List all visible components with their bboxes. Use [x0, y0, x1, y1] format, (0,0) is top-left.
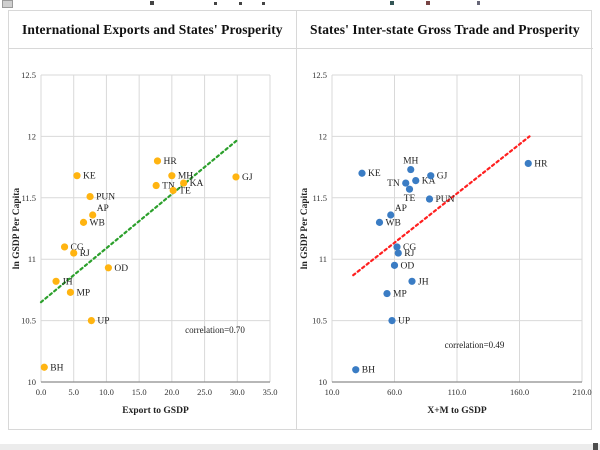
svg-text:BH: BH [50, 363, 63, 373]
svg-text:10: 10 [319, 377, 328, 387]
left-chart-title: International Exports and States' Prospe… [9, 11, 296, 49]
svg-text:CG: CG [71, 243, 84, 253]
svg-text:110.0: 110.0 [448, 387, 467, 397]
svg-text:JH: JH [62, 277, 73, 287]
svg-text:10.5: 10.5 [312, 316, 327, 326]
svg-text:PUN: PUN [436, 195, 455, 205]
svg-text:12.5: 12.5 [21, 70, 36, 80]
svg-text:MP: MP [393, 290, 407, 300]
svg-text:60.0: 60.0 [387, 387, 402, 397]
svg-text:35.0: 35.0 [263, 387, 278, 397]
bottom-edge-mark [593, 443, 598, 450]
svg-text:ln GSDP Per Capita: ln GSDP Per Capita [12, 188, 22, 270]
svg-text:5.0: 5.0 [68, 387, 79, 397]
svg-text:TE: TE [179, 186, 191, 196]
svg-text:JH: JH [418, 277, 429, 287]
svg-text:KE: KE [368, 169, 381, 179]
svg-text:BH: BH [362, 366, 375, 376]
svg-text:RJ: RJ [404, 249, 414, 259]
svg-text:correlation=0.49: correlation=0.49 [445, 340, 505, 350]
bottom-strip [0, 444, 600, 450]
svg-text:RJ: RJ [80, 249, 90, 259]
svg-text:MP: MP [76, 288, 90, 298]
left-chart-panel: International Exports and States' Prospe… [9, 11, 296, 429]
svg-text:WB: WB [90, 218, 105, 228]
svg-text:11.5: 11.5 [21, 193, 36, 203]
svg-text:GJ: GJ [242, 173, 253, 183]
figure-table: International Exports and States' Prospe… [8, 10, 593, 430]
right-chart-title: States' Inter-state Gross Trade and Pros… [297, 11, 593, 49]
svg-text:OD: OD [114, 264, 128, 274]
svg-text:ln GSDP Per Capita: ln GSDP Per Capita [300, 188, 310, 270]
svg-text:TN: TN [387, 179, 400, 189]
svg-text:HR: HR [163, 157, 177, 167]
svg-text:10.5: 10.5 [21, 316, 36, 326]
svg-text:WB: WB [386, 218, 401, 228]
svg-text:AP: AP [395, 204, 407, 214]
svg-text:10.0: 10.0 [325, 387, 340, 397]
svg-text:MH: MH [178, 172, 193, 182]
svg-text:MH: MH [403, 157, 418, 167]
svg-text:KE: KE [83, 172, 96, 182]
svg-text:210.0: 210.0 [572, 387, 591, 397]
svg-text:correlation=0.70: correlation=0.70 [185, 325, 245, 335]
svg-text:12: 12 [28, 131, 37, 141]
svg-text:12: 12 [319, 131, 328, 141]
export-prosperity-scatter-chart: 0.0 5.0 10.0 15.0 20.0 25.0 30.0 35.0 10 10.5 11 11… [12, 70, 278, 416]
svg-text:KA: KA [190, 179, 204, 189]
svg-text:0.0: 0.0 [36, 387, 47, 397]
svg-text:15.0: 15.0 [132, 387, 147, 397]
left-chart-area: 0.0 5.0 10.0 15.0 20.0 25.0 30.0 35.0 10 10.5 11 11… [9, 49, 296, 430]
svg-text:11: 11 [28, 254, 36, 264]
svg-text:160.0: 160.0 [510, 387, 529, 397]
svg-text:11.5: 11.5 [312, 193, 327, 203]
svg-text:TE: TE [404, 194, 416, 204]
trade-prosperity-scatter-chart: 10.0 60.0 110.0 160.0 210.0 10 10.5 11 11.5 12 12.… [300, 70, 592, 416]
svg-text:12.5: 12.5 [312, 70, 327, 80]
svg-text:30.0: 30.0 [230, 387, 245, 397]
svg-text:UP: UP [97, 317, 109, 327]
svg-text:X+M to GSDP: X+M to GSDP [427, 406, 486, 416]
svg-text:PUN: PUN [96, 193, 115, 203]
svg-text:11: 11 [319, 254, 327, 264]
svg-text:HR: HR [534, 159, 548, 169]
svg-text:KA: KA [422, 177, 436, 187]
svg-text:CG: CG [403, 243, 416, 253]
svg-text:AP: AP [97, 204, 109, 214]
right-chart-panel: States' Inter-state Gross Trade and Pros… [296, 11, 593, 429]
right-chart-area: 10.0 60.0 110.0 160.0 210.0 10 10.5 11 11.5 12 12.… [297, 49, 593, 430]
svg-text:Export to GSDP: Export to GSDP [122, 406, 189, 416]
svg-text:10: 10 [28, 377, 37, 387]
svg-text:GJ: GJ [437, 172, 448, 182]
svg-text:20.0: 20.0 [164, 387, 179, 397]
svg-text:10.0: 10.0 [99, 387, 114, 397]
svg-text:UP: UP [398, 317, 410, 327]
svg-text:TN: TN [162, 182, 175, 192]
page-corner-icon [2, 0, 13, 8]
svg-text:25.0: 25.0 [197, 387, 212, 397]
svg-text:OD: OD [401, 261, 415, 271]
